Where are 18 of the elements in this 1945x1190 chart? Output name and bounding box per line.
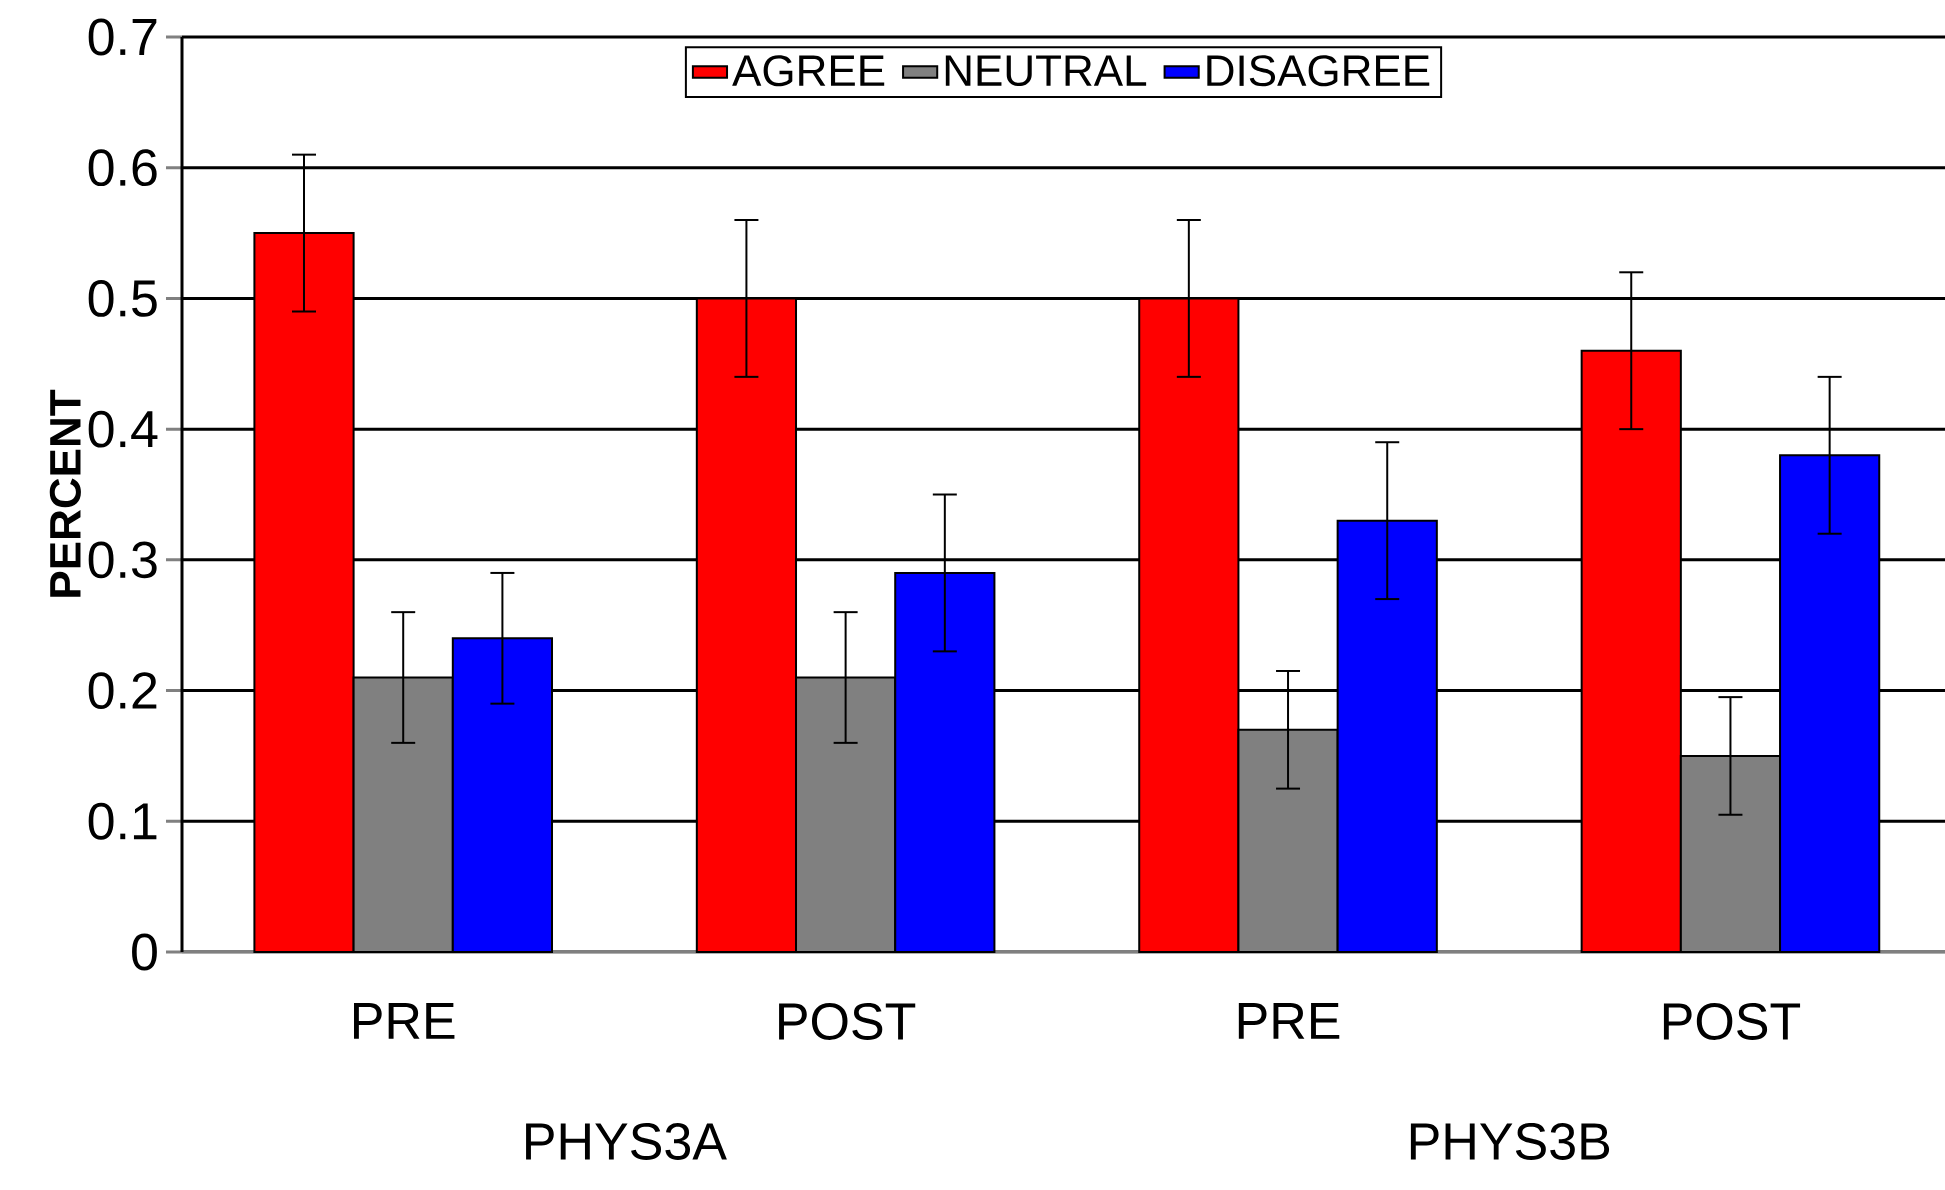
y-tick-label: 0.2 [88,672,157,709]
legend-label: AGREE [732,55,885,87]
legend-label: DISAGREE [1207,55,1430,87]
text: PHYS3A [526,1123,727,1160]
y-tick-label: 0.5 [88,280,157,317]
legend-label: NEUTRAL [945,55,1147,87]
y-tick-label: 0 [132,933,157,971]
y-tick-label: 0.7 [88,18,157,56]
y-axis-title: PERCENT [49,389,81,597]
text: PHYS3B [1410,1123,1610,1160]
x-tick-label: PRE [1238,1003,1340,1039]
x-tick-label: POST [779,1003,916,1040]
y-tick-label: 0.3 [88,541,157,579]
x-tick-label: POST [1663,1003,1801,1040]
y-tick-label: 0.1 [88,802,157,840]
y-tick-label: 0.6 [88,149,157,187]
y-tick-label: 0.4 [88,410,158,448]
x-tick-label: PRE [354,1003,455,1039]
